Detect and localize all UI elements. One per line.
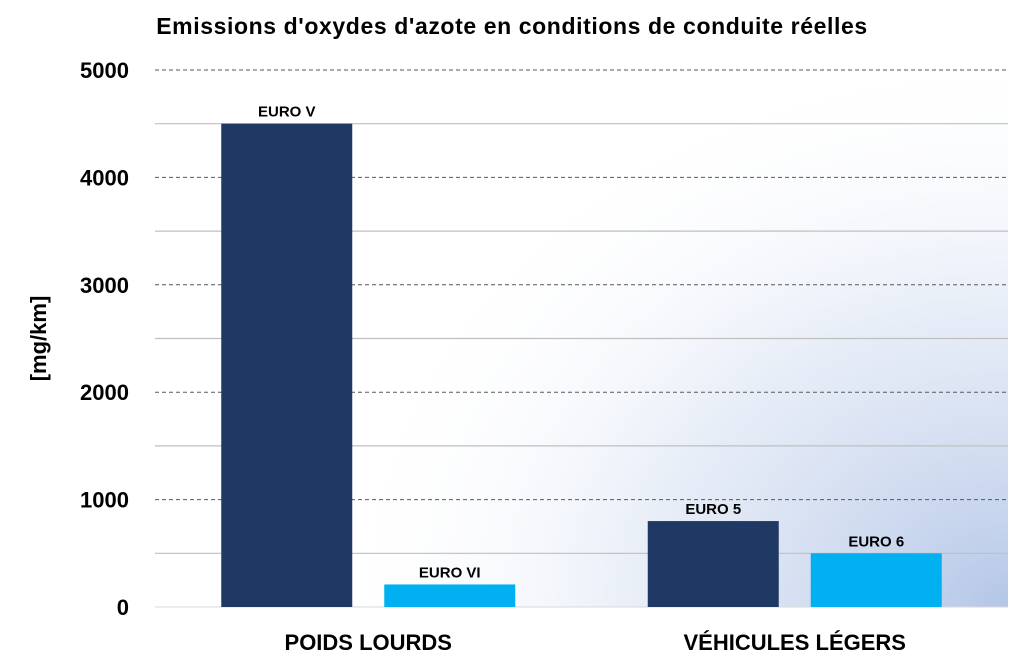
- y-tick-label: 5000: [80, 58, 129, 83]
- y-tick-label: 0: [117, 595, 129, 620]
- bar: [810, 553, 942, 607]
- x-category-label: POIDS LOURDS: [285, 630, 452, 655]
- bar: [221, 123, 353, 607]
- chart-title: Emissions d'oxydes d'azote en conditions…: [156, 13, 868, 39]
- bar: [647, 521, 779, 607]
- x-category-label: VÉHICULES LÉGERS: [684, 630, 906, 655]
- y-tick-label: 1000: [80, 488, 129, 513]
- y-axis-ticks: 0 1000 2000 3000 4000 5000: [80, 58, 129, 620]
- bar-data-label: EURO VI: [419, 564, 481, 581]
- category-labels: POIDS LOURDS VÉHICULES LÉGERS: [285, 630, 906, 655]
- bar-data-label: EURO 5: [685, 501, 741, 518]
- bar: [384, 584, 516, 607]
- y-tick-label: 3000: [80, 273, 129, 298]
- bar-data-label: EURO V: [258, 104, 316, 121]
- bar-data-label: EURO 6: [848, 533, 904, 550]
- y-tick-label: 2000: [80, 380, 129, 405]
- y-tick-label: 4000: [80, 165, 129, 190]
- y-axis-label: [mg/km]: [26, 296, 51, 382]
- bars: EURO V EURO VI EURO 5 EURO 6: [221, 104, 942, 607]
